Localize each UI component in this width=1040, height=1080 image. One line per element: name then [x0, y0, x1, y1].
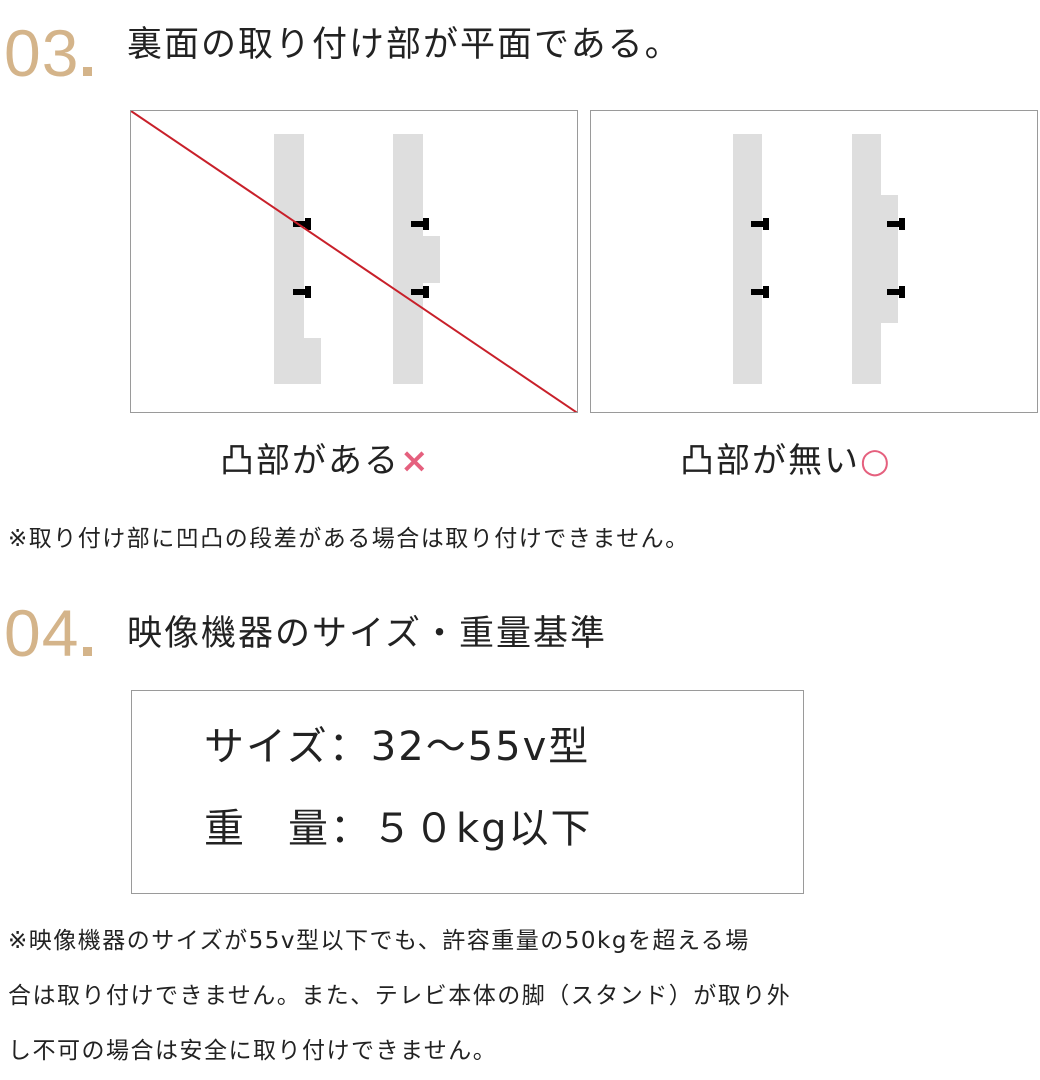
screw-icon: [751, 218, 769, 230]
dot-icon: [83, 67, 93, 76]
protrusion: [304, 338, 321, 384]
cross-out-line: [131, 111, 577, 412]
section-04-title: 映像機器のサイズ・重量基準: [127, 614, 607, 654]
section-03-title: 裏面の取り付け部が平面である。: [127, 25, 682, 65]
section-04-note-2: 合は取り付けできません。また、テレビ本体の脚（スタンド）が取り外: [8, 983, 792, 1009]
screw-icon: [411, 218, 429, 230]
mount-plate: [881, 195, 898, 323]
weight-spec: 重 量：５０kg以下: [204, 806, 593, 852]
good-label: 凸部が無い○: [680, 444, 892, 478]
section-04-header: 04: [4, 600, 93, 666]
panel: [733, 134, 762, 384]
bad-label-text: 凸部がある: [220, 441, 400, 481]
cross-icon: ×: [400, 441, 431, 481]
diagram-flat: [590, 110, 1038, 413]
panel: [274, 134, 304, 384]
bad-label: 凸部がある×: [220, 444, 431, 478]
panel: [852, 134, 881, 384]
good-label-text: 凸部が無い: [680, 441, 860, 481]
section-number: 04: [4, 596, 80, 670]
screw-icon: [887, 218, 905, 230]
section-03-note: ※取り付け部に凹凸の段差がある場合は取り付けできません。: [8, 526, 690, 552]
size-spec: サイズ：32〜55v型: [204, 724, 591, 770]
section-04-note-3: し不可の場合は安全に取り付けできません。: [8, 1038, 498, 1064]
diagram-with-protrusion: [130, 110, 578, 413]
circle-icon: ○: [860, 441, 892, 481]
panel: [393, 134, 423, 384]
section-03-header: 03: [4, 20, 93, 86]
dot-icon: [83, 647, 93, 656]
screw-icon: [887, 286, 905, 298]
screw-icon: [751, 286, 769, 298]
section-04-note-1: ※映像機器のサイズが55v型以下でも、許容重量の50kgを超える場: [8, 928, 750, 954]
screw-icon: [293, 286, 311, 298]
section-number: 03: [4, 16, 80, 90]
screw-icon: [411, 286, 429, 298]
protrusion: [423, 236, 440, 283]
spec-box: サイズ：32〜55v型 重 量：５０kg以下: [131, 690, 804, 894]
